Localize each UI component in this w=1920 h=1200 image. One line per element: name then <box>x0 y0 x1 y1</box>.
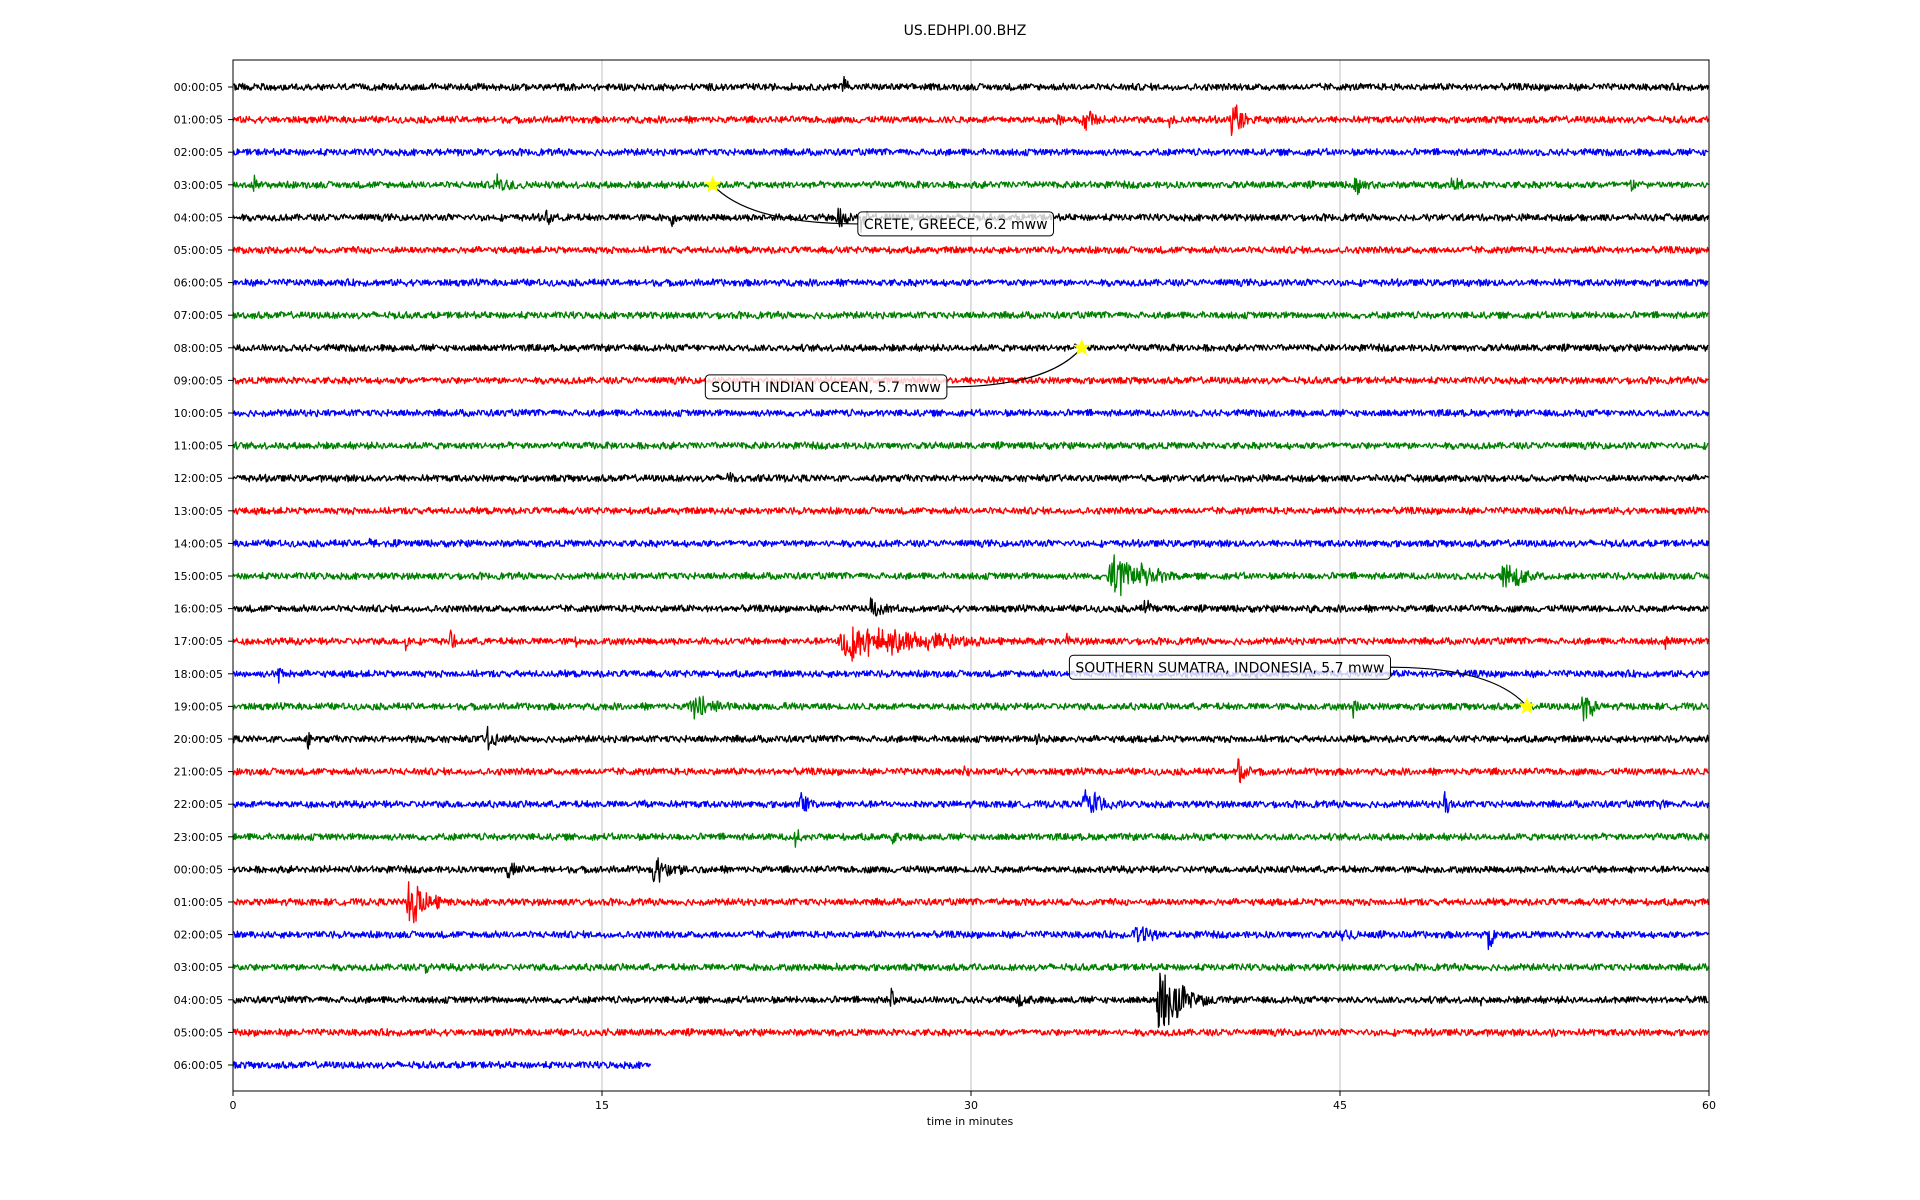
trace-row-26 <box>232 926 1709 951</box>
x-tick-label: 30 <box>964 1099 978 1112</box>
trace-row-13 <box>232 506 1709 516</box>
trace-row-5 <box>232 245 1709 255</box>
y-tick-label: 05:00:05 <box>174 244 223 257</box>
annotation-text: CRETE, GREECE, 6.2 mww <box>864 217 1048 233</box>
y-tick-label: 22:00:05 <box>174 798 223 811</box>
trace-row-22 <box>232 789 1709 814</box>
y-tick-labels: 00:00:05 01:00:05 02:00:05 03:00:05 04:00:05… <box>174 81 233 1072</box>
trace-row-12 <box>232 471 1709 483</box>
trace-row-16 <box>232 597 1709 617</box>
trace-row-25 <box>232 881 1709 924</box>
y-tick-label: 01:00:05 <box>174 896 223 909</box>
annotations: CRETE, GREECE, 6.2 mww SOUTH INDIAN OCEAN… <box>704 175 1536 714</box>
x-tick-labels: 0 15 30 45 60 <box>230 1091 1716 1112</box>
y-tick-label: 03:00:05 <box>174 961 223 974</box>
trace-row-8 <box>232 343 1709 353</box>
y-tick-label: 03:00:05 <box>174 179 223 192</box>
trace-row-3 <box>232 173 1709 196</box>
trace-row-17 <box>232 626 1709 662</box>
chart-title: US.EDHPI.00.BHZ <box>904 23 1027 39</box>
y-tick-label: 15:00:05 <box>174 570 223 583</box>
y-tick-label: 00:00:05 <box>174 863 223 876</box>
trace-row-6 <box>232 278 1709 288</box>
trace-row-28 <box>232 972 1709 1028</box>
y-tick-label: 02:00:05 <box>174 929 223 942</box>
y-tick-label: 05:00:05 <box>174 1026 223 1039</box>
annotation-text: SOUTHERN SUMATRA, INDONESIA, 5.7 mww <box>1075 660 1384 676</box>
trace-row-9 <box>232 375 1709 385</box>
y-tick-label: 02:00:05 <box>174 146 223 159</box>
y-tick-label: 14:00:05 <box>174 537 223 550</box>
traces <box>232 75 1709 1070</box>
trace-row-10 <box>232 408 1709 418</box>
event-annotation: SOUTH INDIAN OCEAN, 5.7 mww <box>704 338 1091 400</box>
y-tick-label: 21:00:05 <box>174 766 223 779</box>
trace-row-19 <box>232 695 1709 722</box>
trace-row-11 <box>232 441 1709 451</box>
x-tick-label: 60 <box>1702 1099 1716 1112</box>
y-tick-label: 18:00:05 <box>174 668 223 681</box>
y-tick-label: 04:00:05 <box>174 994 223 1007</box>
trace-row-23 <box>232 829 1709 848</box>
trace-row-7 <box>232 310 1709 320</box>
y-tick-label: 12:00:05 <box>174 472 223 485</box>
y-tick-label: 08:00:05 <box>174 342 223 355</box>
annotation-box <box>857 211 1055 237</box>
y-tick-label: 09:00:05 <box>174 374 223 387</box>
y-tick-label: 01:00:05 <box>174 114 223 127</box>
x-tick-label: 0 <box>230 1099 237 1112</box>
trace-row-29 <box>232 1027 1709 1038</box>
annotation-connector <box>1390 666 1528 707</box>
y-tick-label: 11:00:05 <box>174 440 223 453</box>
event-star-icon <box>1518 697 1536 714</box>
y-tick-label: 23:00:05 <box>174 831 223 844</box>
trace-row-20 <box>232 725 1709 751</box>
y-tick-label: 20:00:05 <box>174 733 223 746</box>
y-tick-label: 06:00:05 <box>174 1059 223 1072</box>
annotation-connector <box>946 347 1083 388</box>
y-tick-label: 07:00:05 <box>174 309 223 322</box>
trace-row-15 <box>232 554 1709 597</box>
trace-row-27 <box>232 962 1709 974</box>
event-annotation: CRETE, GREECE, 6.2 mww <box>704 175 1055 237</box>
y-tick-label: 04:00:05 <box>174 211 223 224</box>
annotation-connector <box>712 184 858 225</box>
x-axis-label: time in minutes <box>927 1115 1014 1128</box>
trace-row-0 <box>232 75 1709 92</box>
trace-row-24 <box>232 857 1709 883</box>
trace-row-18 <box>232 667 1709 684</box>
y-tick-label: 19:00:05 <box>174 700 223 713</box>
trace-row-30 <box>232 1060 652 1070</box>
x-tick-label: 15 <box>595 1099 609 1112</box>
y-tick-label: 00:00:05 <box>174 81 223 94</box>
trace-row-21 <box>232 758 1709 784</box>
trace-row-14 <box>232 537 1709 548</box>
y-tick-label: 13:00:05 <box>174 505 223 518</box>
x-tick-label: 45 <box>1333 1099 1347 1112</box>
annotation-box <box>704 374 948 400</box>
y-tick-label: 16:00:05 <box>174 603 223 616</box>
trace-row-2 <box>232 147 1709 157</box>
y-tick-label: 10:00:05 <box>174 407 223 420</box>
annotation-box <box>1068 654 1391 680</box>
trace-row-1 <box>232 104 1709 137</box>
event-annotation: SOUTHERN SUMATRA, INDONESIA, 5.7 mww <box>1068 654 1536 714</box>
event-star-icon <box>1073 338 1091 356</box>
annotation-text: SOUTH INDIAN OCEAN, 5.7 mww <box>711 380 941 396</box>
y-tick-label: 06:00:05 <box>174 277 223 290</box>
event-star-icon <box>704 175 722 193</box>
y-tick-label: 17:00:05 <box>174 635 223 648</box>
